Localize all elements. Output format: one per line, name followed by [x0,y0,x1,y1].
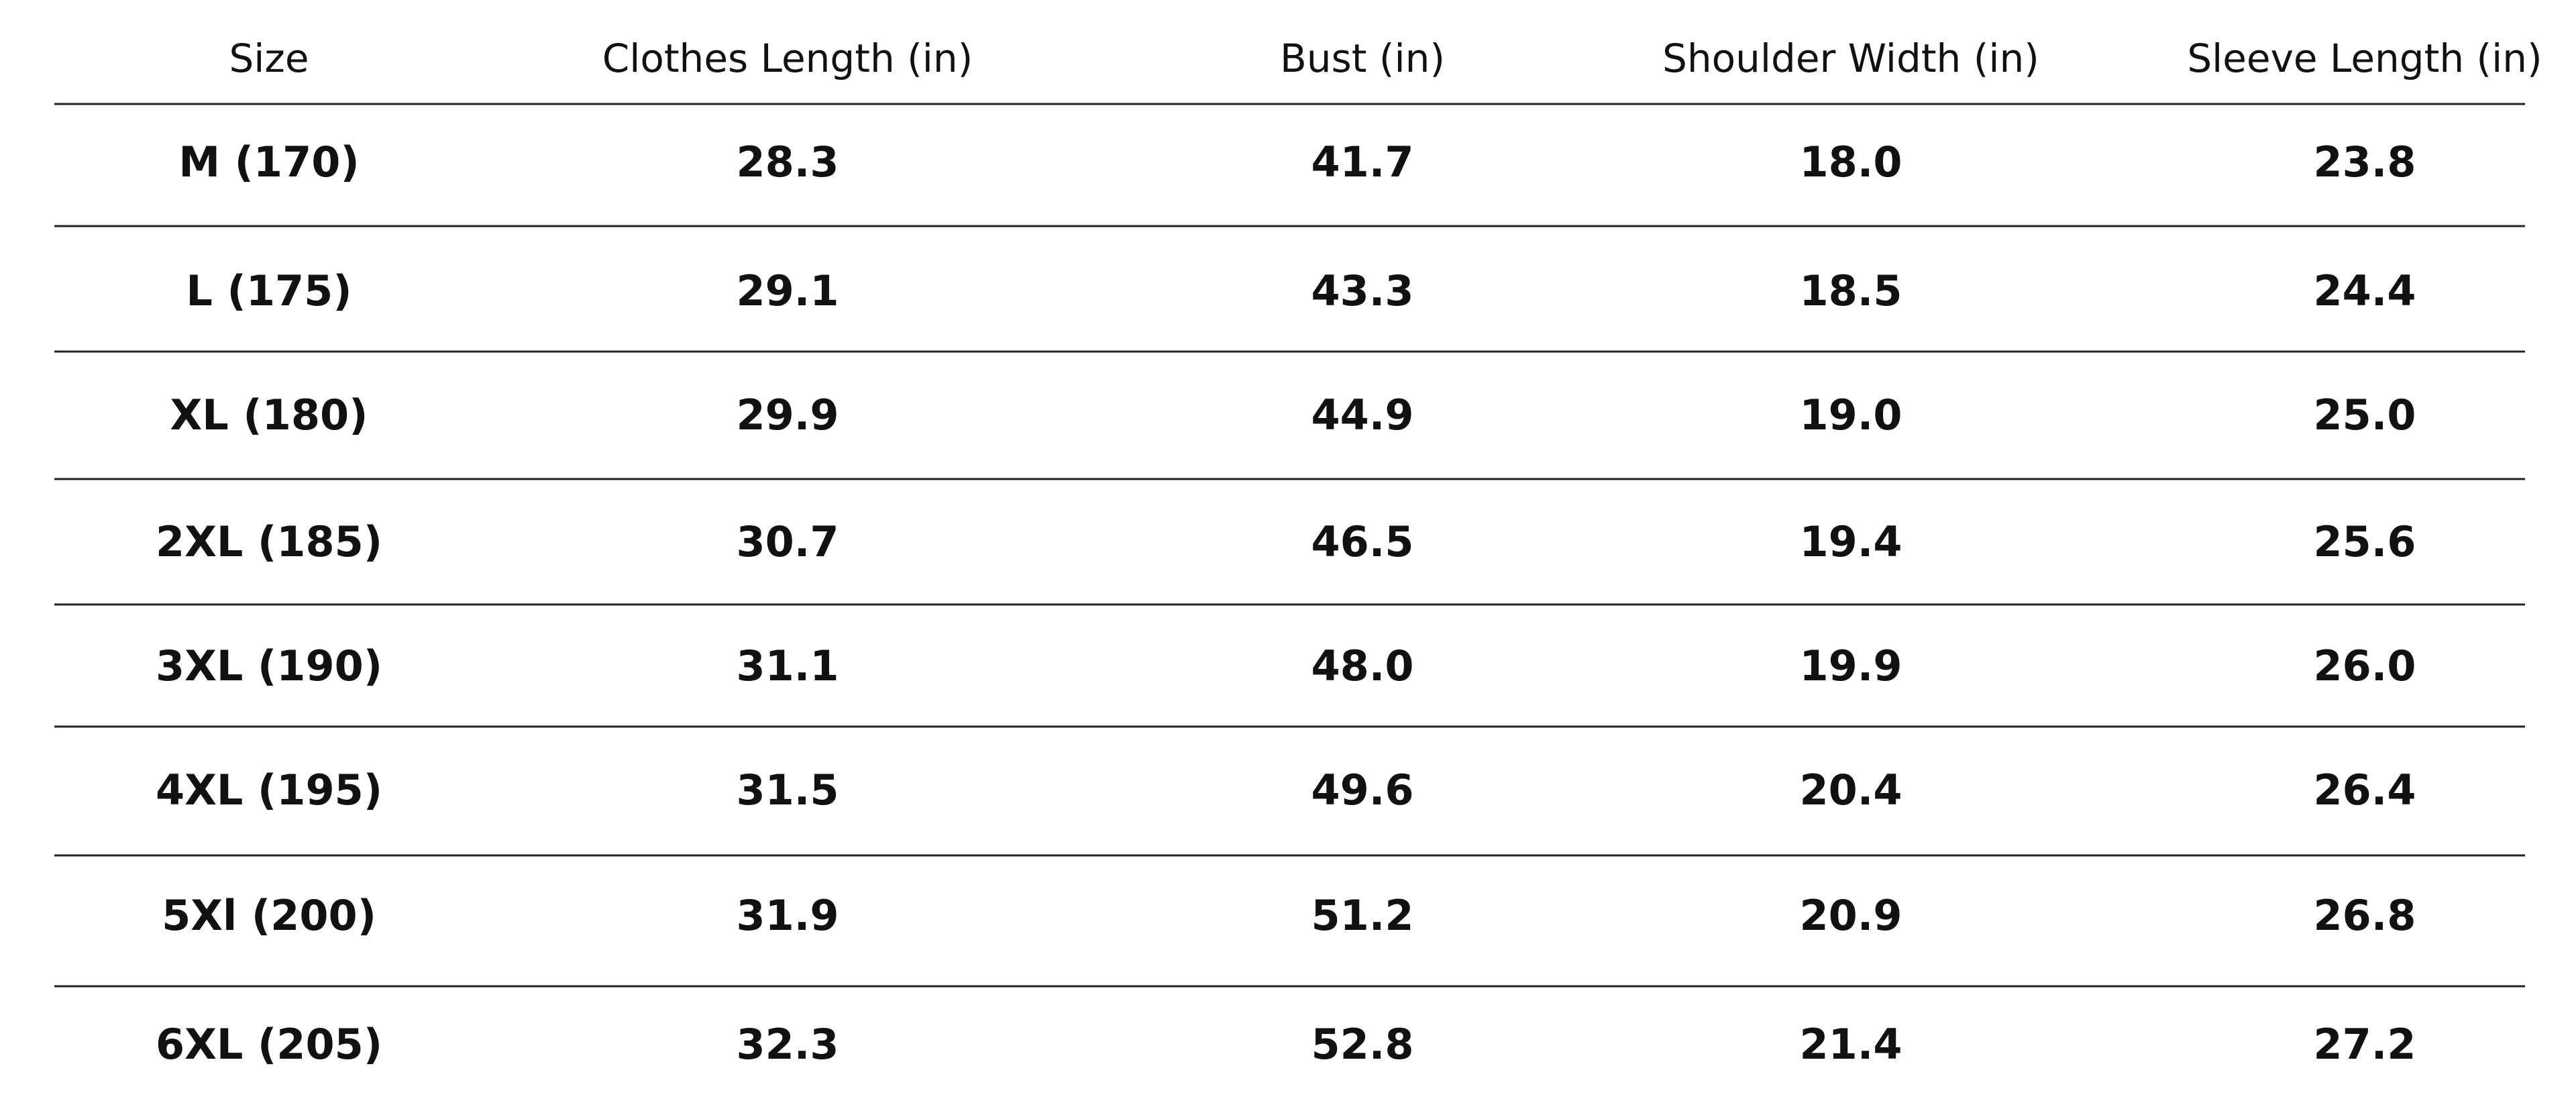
value-cell: 43.3 [1311,266,1414,315]
value-cell: 32.3 [737,1020,839,1069]
value-cell: 29.1 [737,266,839,315]
value-cell: 25.0 [2314,390,2416,439]
size-cell: 6XL (205) [156,1020,382,1069]
value-cell: 19.0 [1800,390,1902,439]
value-cell: 29.9 [737,390,839,439]
column-header: Clothes Length (in) [602,36,973,81]
value-cell: 49.6 [1311,766,1414,814]
value-cell: 44.9 [1311,390,1414,439]
column-header: Shoulder Width (in) [1662,36,2039,81]
value-cell: 21.4 [1800,1020,1902,1069]
value-cell: 41.7 [1311,138,1414,187]
size-cell: L (175) [186,266,352,315]
size-cell: 3XL (190) [156,641,382,690]
value-cell: 20.9 [1800,891,1902,940]
value-cell: 19.4 [1800,517,1902,566]
size-cell: 4XL (195) [156,766,382,814]
value-cell: 48.0 [1311,641,1414,690]
value-cell: 25.6 [2314,517,2416,566]
size-cell: XL (180) [170,390,368,439]
value-cell: 27.2 [2314,1020,2416,1069]
size-cell: 2XL (185) [156,517,382,566]
value-cell: 51.2 [1311,891,1414,940]
value-cell: 18.0 [1800,138,1902,187]
value-cell: 18.5 [1800,266,1902,315]
value-cell: 23.8 [2314,138,2416,187]
value-cell: 26.0 [2314,641,2416,690]
value-cell: 31.9 [737,891,839,940]
value-cell: 20.4 [1800,766,1902,814]
value-cell: 28.3 [737,138,839,187]
value-cell: 19.9 [1800,641,1902,690]
value-cell: 31.5 [737,766,839,814]
value-cell: 52.8 [1311,1020,1414,1069]
value-cell: 46.5 [1311,517,1414,566]
column-header: Size [229,36,309,81]
column-header: Sleeve Length (in) [2187,36,2542,81]
column-header: Bust (in) [1280,36,1445,81]
value-cell: 26.8 [2314,891,2416,940]
size-cell: 5Xl (200) [162,891,376,940]
value-cell: 31.1 [737,641,839,690]
value-cell: 30.7 [737,517,839,566]
value-cell: 24.4 [2314,266,2416,315]
value-cell: 26.4 [2314,766,2416,814]
size-cell: M (170) [178,138,359,187]
